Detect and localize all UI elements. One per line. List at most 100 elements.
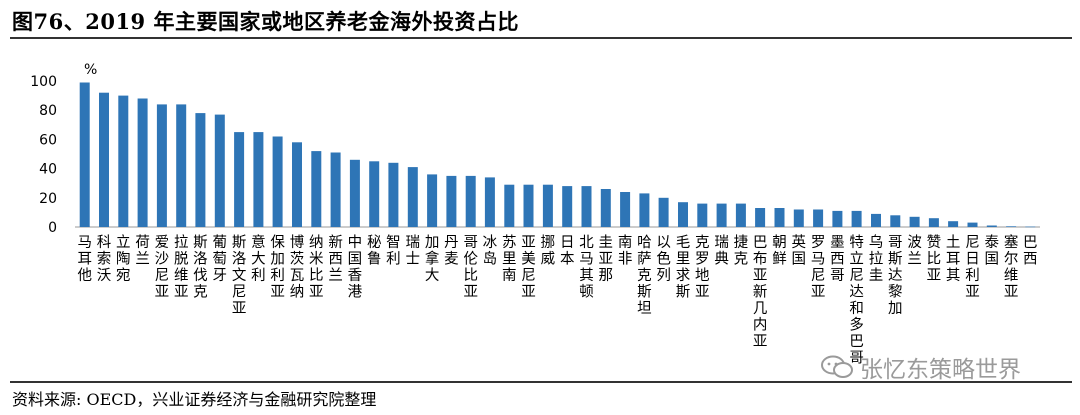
bar [214, 114, 225, 227]
x-tick-label: 以色列 [656, 235, 671, 284]
x-tick-label: 南非 [618, 234, 633, 268]
y-tick-label: 40 [39, 162, 57, 178]
x-tick-label: 罗马尼亚 [811, 235, 826, 301]
bar [1006, 226, 1017, 227]
x-tick-label: 瑞士 [406, 234, 421, 268]
x-axis-labels: 马耳他科索沃立陶宛荷兰爱沙尼亚拉脱维亚斯洛伐克葡萄牙斯洛文尼亚意大利保加利亚博茨… [77, 233, 1037, 367]
watermark-text: 张忆东策略世界 [860, 357, 1021, 383]
x-tick-label: 中国香港 [348, 234, 363, 301]
x-tick-label: 乌拉圭 [869, 234, 884, 284]
bar [446, 175, 457, 227]
watermark: 张忆东策略世界 [820, 350, 1021, 384]
y-tick-label: 20 [39, 191, 57, 207]
x-tick-label: 克罗地亚 [695, 234, 710, 301]
bar [176, 104, 187, 227]
bar [793, 209, 804, 227]
bar-chart: 0 20 40 60 80 100 马耳他科索沃立陶宛荷兰爱沙尼亚拉脱维亚斯洛伐克葡萄牙斯… [30, 62, 1040, 367]
y-tick-label: 0 [48, 220, 57, 236]
x-tick-label: 尼日利亚 [965, 235, 980, 301]
bar [678, 202, 688, 227]
y-tick-label: 60 [39, 132, 57, 148]
x-tick-label: 毛里求斯 [676, 234, 691, 301]
bar [581, 186, 592, 227]
bar [600, 189, 611, 227]
x-tick-label: 秘鲁 [367, 234, 382, 268]
bar [697, 203, 708, 227]
bar [292, 142, 302, 227]
bar [311, 151, 322, 227]
bar [234, 132, 245, 227]
x-tick-label: 博茨瓦纳 [290, 234, 305, 301]
x-tick-label: 朝鲜 [772, 234, 787, 268]
bar [832, 210, 843, 227]
source-note: 资料来源: OECD，兴业证券经济与金融研究院整理 [12, 390, 377, 409]
title-divider [10, 37, 1072, 39]
x-tick-label: 塞尔维亚 [1004, 233, 1019, 301]
x-tick-label: 哥斯达黎加 [888, 235, 903, 317]
x-tick-label: 赞比亚 [927, 234, 942, 284]
bar [330, 152, 341, 227]
x-tick-label: 巴布亚新几内亚 [753, 235, 768, 350]
x-tick-label: 土耳其 [946, 234, 961, 284]
bar [986, 225, 997, 227]
bar [562, 186, 573, 227]
bar [735, 203, 746, 227]
x-tick-label: 捷克 [734, 234, 749, 268]
bar [253, 132, 264, 227]
x-tick-label: 巴西 [1023, 235, 1038, 268]
x-tick-label: 拉脱维亚 [174, 234, 189, 301]
x-tick-label: 立陶宛 [116, 234, 131, 284]
x-tick-label: 波兰 [907, 234, 922, 268]
bar [755, 208, 766, 227]
bar [928, 218, 939, 227]
x-tick-label: 日本 [560, 235, 575, 268]
x-tick-label: 哥伦比亚 [463, 235, 478, 301]
x-tick-label: 智利 [386, 234, 401, 268]
bar [620, 192, 631, 227]
bar [948, 221, 959, 227]
x-tick-label: 科索沃 [97, 234, 112, 284]
x-tick-label: 斯洛伐克 [193, 234, 208, 301]
bar [195, 113, 206, 227]
x-tick-label: 保加利亚 [270, 234, 285, 301]
x-tick-label: 荷兰 [135, 234, 150, 268]
bar [851, 210, 862, 227]
bar [79, 82, 90, 227]
bar [484, 177, 495, 227]
wechat-icon [821, 355, 853, 378]
bar [427, 174, 438, 227]
bar [156, 104, 167, 227]
bar [542, 184, 553, 227]
x-tick-label: 新西兰 [328, 234, 343, 284]
x-tick-label: 瑞典 [714, 234, 729, 268]
bar [272, 136, 283, 227]
bar [774, 208, 785, 227]
bar [465, 175, 476, 227]
x-tick-label: 特立尼达和多巴哥 [849, 234, 864, 367]
x-tick-label: 哈萨克斯坦 [637, 234, 652, 317]
bar [349, 159, 360, 227]
x-tick-label: 冰岛 [483, 234, 498, 268]
x-tick-label: 马耳他 [77, 234, 92, 284]
x-tick-label: 泰国 [985, 234, 1000, 268]
bar [716, 203, 727, 227]
x-tick-label: 加拿大 [425, 234, 440, 284]
source-divider [10, 381, 1072, 383]
bar [407, 167, 418, 227]
x-tick-label: 挪威 [541, 234, 556, 268]
x-tick-label: 英国 [792, 233, 807, 268]
page-title: 图76、2019 年主要国家或地区养老金海外投资占比 [12, 9, 519, 34]
x-tick-label: 斯洛文尼亚 [232, 234, 247, 317]
bar [369, 161, 380, 227]
bar [137, 98, 148, 227]
bar [118, 95, 129, 227]
y-tick-label: 100 [30, 74, 57, 90]
x-tick-label: 意大利 [251, 233, 266, 284]
x-tick-label: 亚美尼亚 [521, 235, 536, 301]
bar [504, 184, 515, 227]
bar [99, 92, 109, 227]
x-tick-label: 爱沙尼亚 [155, 234, 170, 301]
x-tick-label: 纳米比亚 [309, 234, 324, 301]
x-tick-label: 葡萄牙 [213, 234, 228, 284]
x-tick-label: 墨西哥 [830, 235, 845, 284]
